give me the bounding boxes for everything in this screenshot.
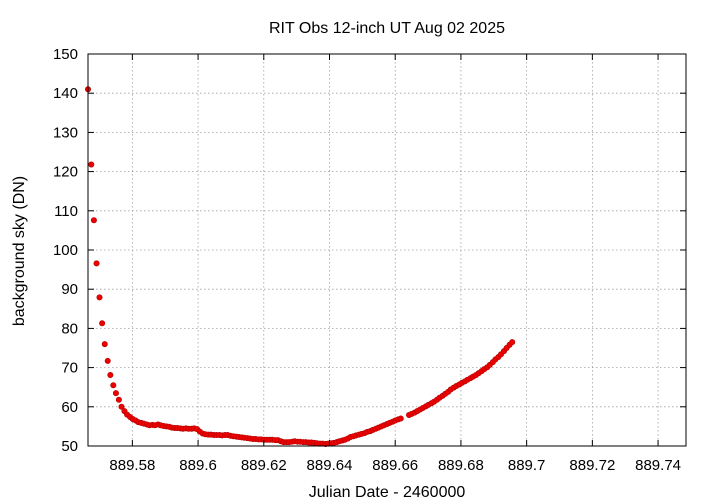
x-tick-label: 889.58 — [109, 457, 155, 474]
data-point — [101, 341, 108, 348]
x-tick-label: 889.6 — [179, 457, 217, 474]
data-point — [112, 390, 119, 397]
y-tick-label: 110 — [54, 203, 78, 220]
chart-title: RIT Obs 12-inch UT Aug 02 2025 — [269, 20, 505, 37]
y-tick-label: 130 — [53, 124, 78, 141]
data-point — [118, 403, 125, 410]
data-point — [88, 161, 95, 168]
y-tick-label: 150 — [53, 46, 78, 63]
data-point — [99, 320, 106, 327]
data-point — [96, 294, 103, 301]
data-point — [90, 217, 97, 224]
y-tick-label: 80 — [61, 320, 78, 337]
y-axis-label: background sky (DN) — [11, 176, 28, 326]
y-tick-label: 140 — [53, 85, 78, 102]
y-tick-label: 90 — [61, 281, 78, 298]
data-point — [104, 357, 111, 364]
data-point — [93, 260, 100, 267]
data-point — [115, 396, 122, 403]
y-tick-label: 60 — [61, 399, 78, 416]
data-point — [107, 372, 114, 379]
y-tick-label: 50 — [61, 438, 78, 455]
data-point — [397, 415, 404, 422]
y-tick-label: 70 — [61, 360, 78, 377]
x-tick-label: 889.62 — [241, 457, 287, 474]
y-tick-label: 100 — [53, 242, 78, 259]
y-tick-label: 120 — [53, 164, 78, 181]
x-tick-label: 889.7 — [508, 457, 546, 474]
data-point — [110, 382, 117, 389]
x-tick-label: 889.68 — [438, 457, 484, 474]
x-tick-label: 889.64 — [307, 457, 353, 474]
data-point — [509, 339, 516, 346]
x-tick-label: 889.66 — [372, 457, 418, 474]
axis-ticks: 889.58 889.6 889.62 889.64 889.66 889.68 889.7… — [53, 46, 686, 474]
x-tick-label: 889.72 — [569, 457, 615, 474]
grid — [88, 53, 686, 447]
data-points — [85, 86, 516, 448]
x-axis-label: Julian Date - 2460000 — [309, 484, 466, 501]
x-tick-label: 889.74 — [635, 457, 681, 474]
